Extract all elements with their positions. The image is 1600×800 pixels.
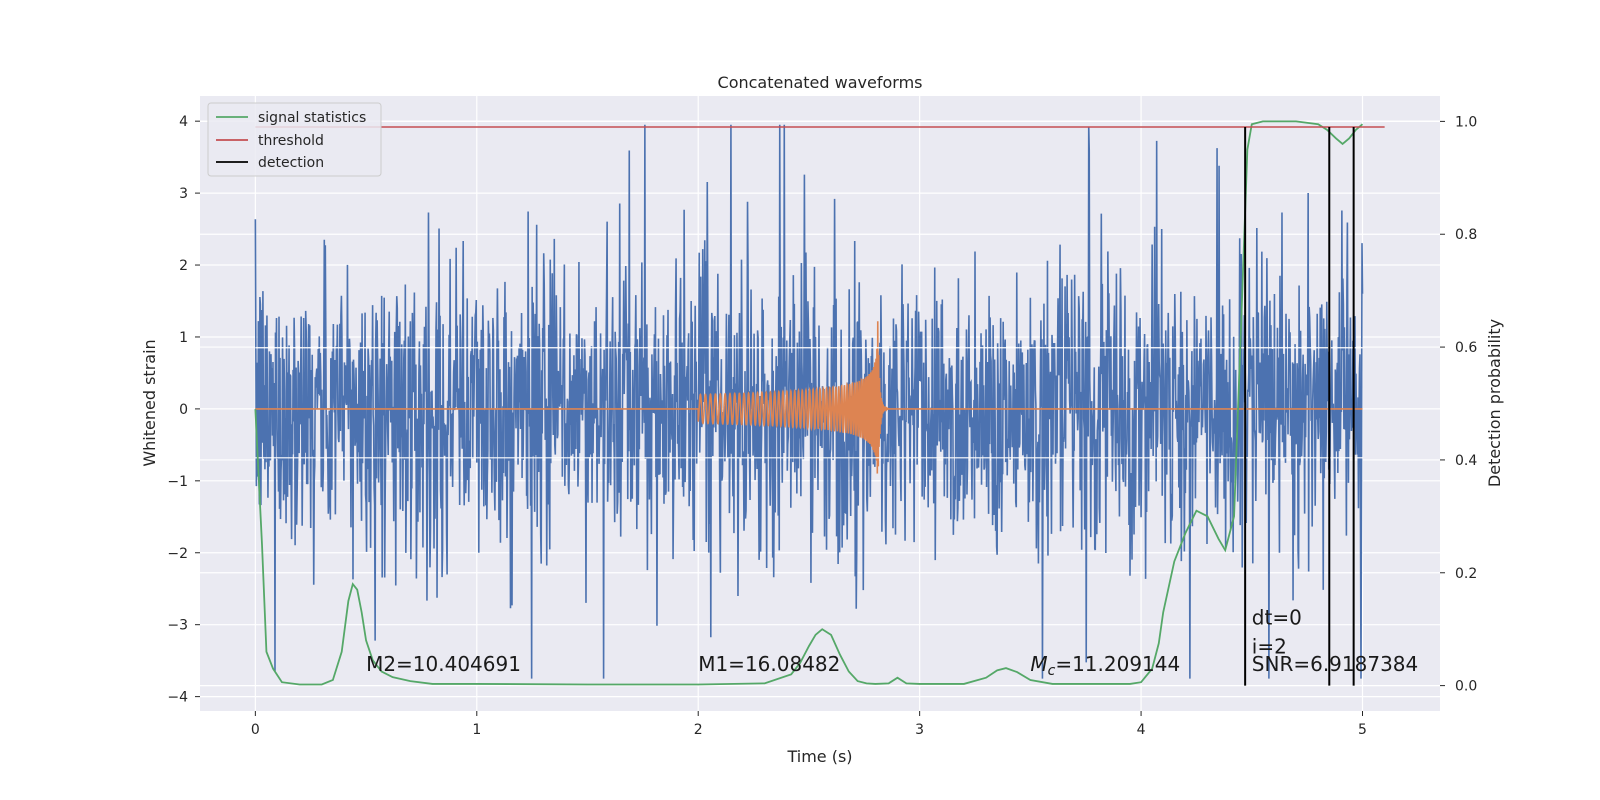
annotation-dt: dt=0 [1252, 605, 1302, 629]
annotation-mc-subscript: c [1048, 663, 1056, 679]
y-right-tick-label: 0.8 [1455, 227, 1477, 243]
y-tick-label: 2 [179, 258, 188, 274]
annotation-snr: SNR=6.9187384 [1252, 652, 1418, 676]
y-right-tick-label: 0.4 [1455, 453, 1477, 469]
x-tick-label: 3 [915, 722, 924, 738]
y-tick-label: −4 [167, 690, 188, 706]
x-tick-label: 2 [694, 722, 703, 738]
grid-lines [200, 96, 1440, 711]
y-right-tick-label: 0.6 [1455, 340, 1477, 356]
y-axis-label: Whitened strain [140, 339, 159, 466]
annotation-mc: Mc=11.209144 [1030, 652, 1180, 679]
annotation-mc-symbol: M [1030, 652, 1047, 676]
chart-title: Concatenated waveforms [718, 73, 923, 92]
x-tick-label: 0 [251, 722, 260, 738]
x-tick-label: 5 [1358, 722, 1367, 738]
template-waveform-series [255, 321, 1363, 474]
y-tick-label: 1 [179, 330, 188, 346]
y-tick-label: 0 [179, 402, 188, 418]
signal-statistics-series [254, 120, 1364, 686]
x-tick-label: 1 [472, 722, 481, 738]
annotation-mc-value: =11.209144 [1055, 652, 1180, 676]
y-tick-label: −2 [167, 546, 188, 562]
y-axis-right-label: Detection probability [1485, 319, 1504, 487]
x-tick-label: 4 [1137, 722, 1146, 738]
legend-box [207, 102, 382, 177]
legend: signal statistics threshold detection [207, 102, 382, 177]
detection-series [1244, 127, 1355, 686]
series-layer [254, 120, 1385, 686]
legend-label-signal-statistics: signal statistics [258, 110, 366, 126]
annotation-i: i=2 [1252, 634, 1287, 658]
legend-label-detection: detection [258, 155, 324, 171]
annotations: M2=10.404691 M1=16.08482 Mc=11.209144 dt… [366, 605, 1418, 679]
y-right-tick-label: 0.0 [1455, 679, 1477, 695]
y-right-tick-label: 0.2 [1455, 566, 1477, 582]
x-axis-label: Time (s) [786, 747, 852, 766]
annotation-m1: M1=16.08482 [698, 652, 840, 676]
y-tick-label: 3 [179, 186, 188, 202]
legend-label-threshold: threshold [258, 133, 324, 149]
y-tick-label: 4 [179, 114, 188, 130]
annotation-m2: M2=10.404691 [366, 652, 521, 676]
y-tick-label: −1 [167, 474, 188, 490]
strain-noise-series [254, 124, 1364, 679]
y-tick-label: −3 [167, 618, 188, 634]
axis-ticks: 0 1 2 3 4 5 −4 −3 −2 −1 0 1 2 3 4 0.0 0.2 0.4 0.6 0.8 1.0 [167, 114, 1477, 738]
y-right-tick-label: 1.0 [1455, 114, 1477, 130]
